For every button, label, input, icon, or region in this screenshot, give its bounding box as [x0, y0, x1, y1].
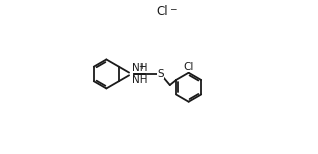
Text: Cl: Cl — [183, 61, 194, 71]
Text: NH: NH — [132, 63, 148, 73]
Text: Cl: Cl — [156, 5, 168, 18]
Text: −: − — [169, 5, 176, 14]
Text: S: S — [157, 69, 164, 79]
Text: +: + — [139, 62, 146, 71]
Text: NH: NH — [132, 75, 148, 85]
